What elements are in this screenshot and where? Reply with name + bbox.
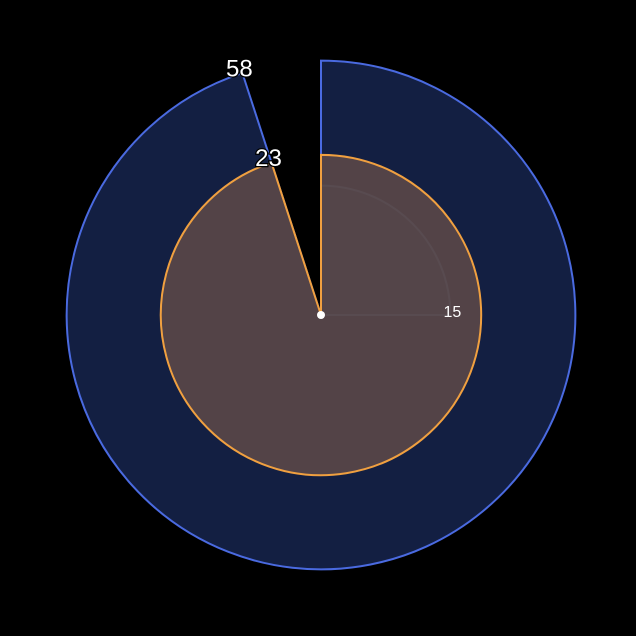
center-dot	[317, 311, 325, 319]
arc-series-58	[65, 59, 577, 571]
labels-layer: 15 58 23	[225, 54, 462, 321]
value-label-15: 15	[443, 304, 461, 321]
value-label-23: 23	[255, 145, 282, 172]
value-label-58: 58	[226, 55, 253, 82]
